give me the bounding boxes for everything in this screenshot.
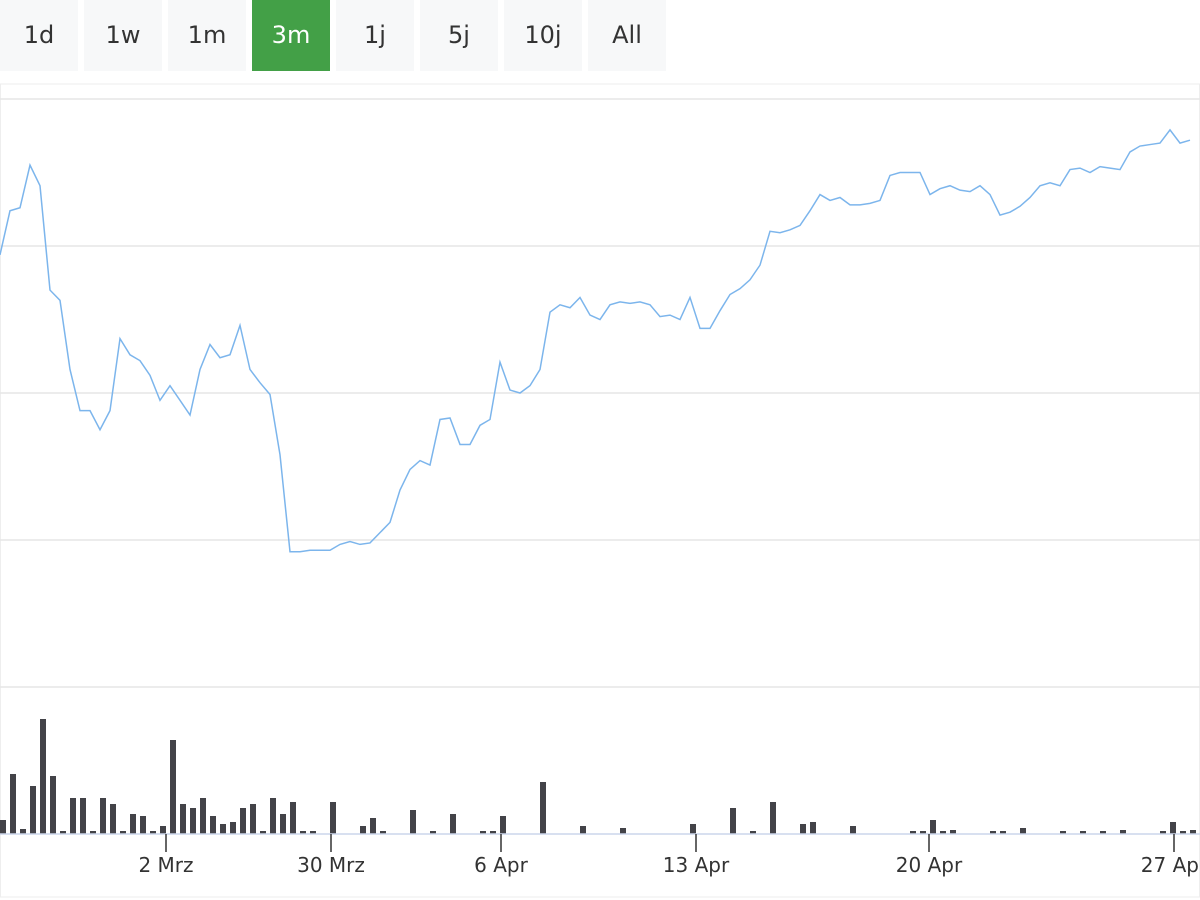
volume-bar <box>120 831 126 834</box>
volume-bar <box>930 820 936 834</box>
volume-bar <box>580 826 586 834</box>
volume-bar <box>80 798 86 834</box>
range-button[interactable]: 1d <box>0 0 78 71</box>
volume-bar <box>430 831 436 834</box>
volume-bar <box>310 831 316 834</box>
volume-bar <box>200 798 206 834</box>
volume-bar <box>40 719 46 834</box>
volume-bar <box>60 831 66 834</box>
volume-bar <box>140 816 146 834</box>
volume-bar <box>360 826 366 834</box>
x-tick-label: 6 Apr <box>474 853 528 877</box>
x-tick-label: 20 Apr <box>896 853 963 877</box>
volume-bar <box>290 802 296 834</box>
range-button[interactable]: 3m <box>252 0 330 71</box>
volume-bar <box>1120 830 1126 834</box>
range-button[interactable]: 10j <box>504 0 582 71</box>
volume-bar <box>160 826 166 834</box>
volume-bar <box>1180 831 1186 834</box>
range-button[interactable]: 1w <box>84 0 162 71</box>
volume-bar <box>850 826 856 834</box>
range-button[interactable]: 5j <box>420 0 498 71</box>
x-tick-label: 13 Apr <box>663 853 730 877</box>
x-tick-label: 30 Mrz <box>297 853 365 877</box>
volume-bar <box>810 822 816 834</box>
volume-bar <box>410 810 416 834</box>
volume-bar <box>380 831 386 834</box>
volume-bar <box>90 831 96 834</box>
volume-bar <box>210 816 216 834</box>
volume-bar <box>260 831 266 834</box>
volume-bar <box>150 831 156 834</box>
volume-bar <box>480 831 486 834</box>
volume-bar <box>540 782 546 834</box>
volume-bar <box>330 802 336 834</box>
volume-bar <box>920 831 926 834</box>
volume-bar <box>370 818 376 834</box>
volume-bar <box>1190 830 1196 834</box>
volume-bar <box>940 831 946 834</box>
volume-bar <box>130 814 136 834</box>
volume-bar <box>1100 831 1106 834</box>
volume-bar <box>70 798 76 834</box>
range-button[interactable]: All <box>588 0 666 71</box>
volume-bar <box>450 814 456 834</box>
volume-bar <box>1080 831 1086 834</box>
volume-bar <box>730 808 736 834</box>
price-line <box>0 128 1191 553</box>
volume-bar <box>910 831 916 834</box>
volume-bar <box>10 774 16 834</box>
volume-bar <box>110 804 116 834</box>
volume-bar <box>490 831 496 834</box>
x-tick-label: 27 Apr <box>1141 853 1200 877</box>
volume-bar <box>950 830 956 834</box>
volume-bar <box>20 829 26 834</box>
volume-bar <box>220 824 226 834</box>
volume-bar <box>1060 831 1066 834</box>
volume-bar <box>990 831 996 834</box>
volume-bar <box>180 804 186 834</box>
volume-bar <box>800 824 806 834</box>
volume-bar <box>240 808 246 834</box>
volume-bar <box>230 822 236 834</box>
volume-bar <box>1020 828 1026 834</box>
range-button[interactable]: 1j <box>336 0 414 71</box>
volume-bar <box>30 786 36 834</box>
volume-bar <box>190 808 196 834</box>
volume-bar <box>620 828 626 834</box>
range-button[interactable]: 1m <box>168 0 246 71</box>
volume-bar <box>280 814 286 834</box>
x-tick-label: 2 Mrz <box>138 853 193 877</box>
volume-bar <box>500 816 506 834</box>
volume-bar <box>300 831 306 834</box>
volume-bar <box>1170 822 1176 834</box>
volume-bar <box>100 798 106 834</box>
volume-bar <box>0 820 6 834</box>
volume-bar <box>250 804 256 834</box>
volume-bar <box>170 740 176 834</box>
volume-bar <box>1000 831 1006 834</box>
volume-bar <box>50 776 56 834</box>
volume-bar <box>750 831 756 834</box>
volume-bar <box>270 798 276 834</box>
volume-bar <box>770 802 776 834</box>
volume-bar <box>690 824 696 834</box>
volume-bar <box>1160 831 1166 834</box>
